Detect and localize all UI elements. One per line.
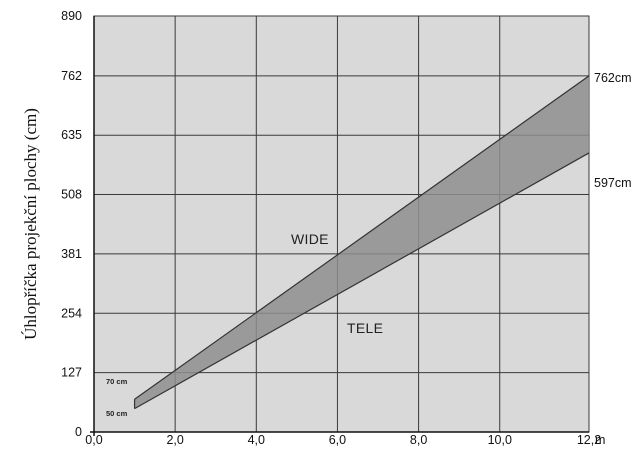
end-label-wide: 762cm [594,71,632,85]
y-tick-label: 890 [61,9,82,23]
y-axis-ticks: 0 127 254 381 508 635 762 890 [61,9,82,439]
end-label-tele: 597cm [594,176,632,190]
start-label-tele: 50 cm [106,409,128,418]
wide-tele-band [134,75,589,409]
y-tick-label: 508 [61,188,82,202]
x-tick-label: 6,0 [329,433,346,447]
start-label-wide: 70 cm [106,377,128,386]
y-tick-label: 381 [61,247,82,261]
x-tick-label: 10,0 [488,433,512,447]
y-axis-label: Úhlopříčka projekční plochy (cm) [21,108,40,340]
y-tick-label: 762 [61,69,82,83]
x-tick-label: 0,0 [85,433,102,447]
series-line-tele [134,152,590,410]
series-line-wide [134,75,590,400]
plot-area [93,15,590,433]
x-axis-ticks: 0,0 2,0 4,0 6,0 8,0 10,0 12,2 [85,433,601,447]
x-axis-unit: m [595,433,605,447]
x-tick-label: 8,0 [410,433,427,447]
x-tick-label: 12,2 [577,433,601,447]
series-label-wide: WIDE [291,231,329,247]
y-tick-label: 127 [61,366,82,380]
y-tick-label: 0 [75,425,82,439]
x-tick-label: 2,0 [166,433,183,447]
y-tick-label: 254 [61,306,82,320]
x-tick-label: 4,0 [248,433,265,447]
series-label-tele: TELE [347,320,383,336]
y-tick-label: 635 [61,128,82,142]
